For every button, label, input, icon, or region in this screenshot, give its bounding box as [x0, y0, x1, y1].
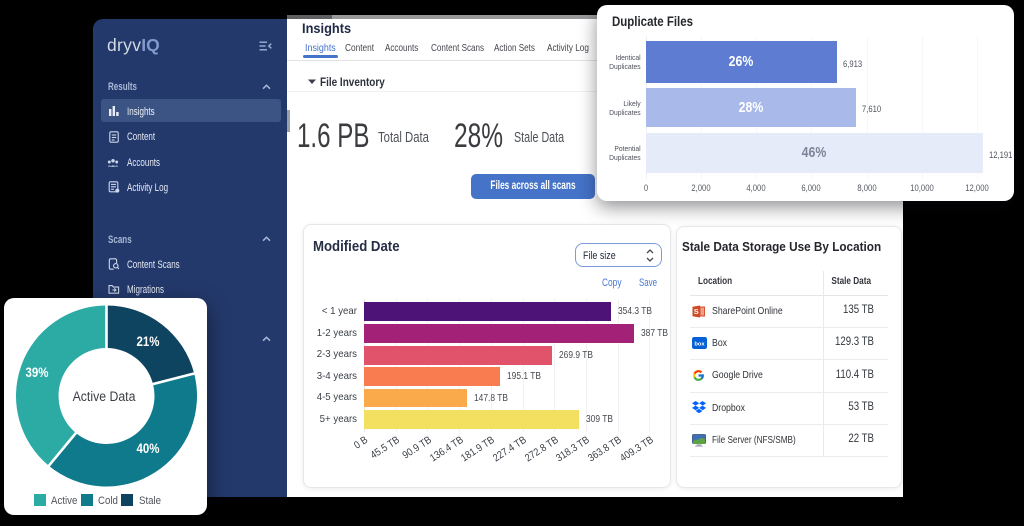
svg-text:box: box: [694, 342, 705, 348]
svg-text:S: S: [694, 306, 699, 315]
